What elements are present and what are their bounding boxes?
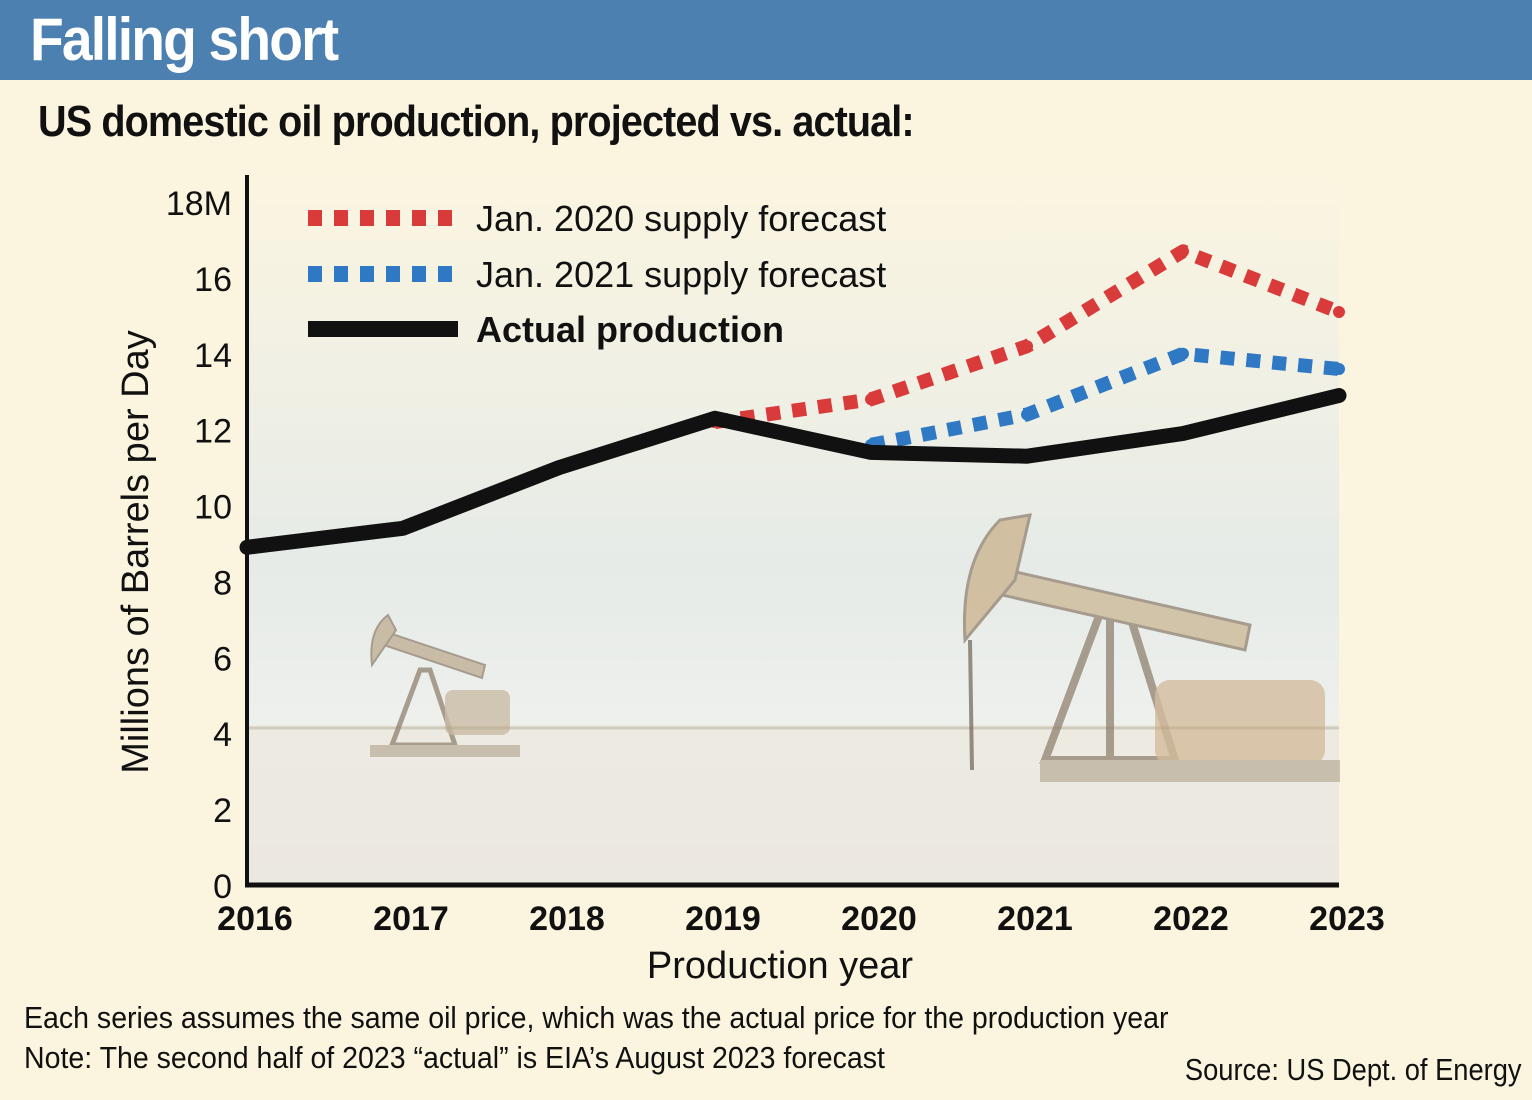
pump-jack-illustration-small [370, 613, 520, 757]
legend-label: Jan. 2021 supply forecast [476, 254, 886, 295]
x-tick-label: 2016 [217, 900, 293, 938]
x-tick-label: 2018 [529, 900, 605, 938]
series-line-actual-production [239, 388, 1347, 555]
data-point [1021, 408, 1033, 421]
y-tick-label: 4 [213, 716, 232, 754]
pump-jack-illustration-large [962, 513, 1340, 782]
data-point [1332, 388, 1346, 403]
y-tick-label: 14 [194, 337, 232, 375]
x-tick-label: 2017 [373, 900, 449, 938]
data-point [1020, 449, 1034, 464]
footnote-2023-forecast: Note: The second half of 2023 “actual” i… [24, 1040, 885, 1075]
y-tick-label: 6 [213, 640, 232, 678]
data-point [240, 540, 254, 555]
data-point [396, 521, 410, 536]
data-point [1177, 347, 1189, 360]
data-point [1176, 426, 1190, 441]
data-point [1333, 362, 1345, 375]
x-tick-label: 2019 [685, 900, 761, 938]
axes: 0 2 4 6 8 10 12 14 16 18M 2016 2017 2018 2019 2020 2021… [115, 175, 1385, 987]
line-chart: 0 2 4 6 8 10 12 14 16 18M 2016 2017 2018 2019 2020 2021… [115, 175, 1385, 987]
y-tick-label: 2 [213, 792, 232, 830]
x-axis-title: Production year [647, 945, 913, 987]
series-line-jan-2021-forecast [869, 346, 1340, 452]
legend-label: Actual production [476, 309, 784, 350]
y-tick-label: 12 [194, 413, 232, 451]
data-point [864, 445, 878, 460]
data-point [1021, 340, 1033, 353]
footnote-price-assumption: Each series assumes the same oil price, … [24, 1000, 1169, 1035]
x-tick-label: 2022 [1153, 900, 1229, 938]
y-tick-label: 16 [194, 261, 232, 299]
y-tick-label: 10 [194, 489, 232, 527]
legend-label: Jan. 2020 supply forecast [476, 198, 886, 239]
y-tick-label: 8 [213, 564, 232, 602]
x-tick-label: 2021 [997, 900, 1073, 938]
chart-title: Falling short [30, 6, 339, 73]
x-tick-label: 2020 [841, 900, 917, 938]
data-point [708, 411, 722, 426]
y-tick-label: 18M [166, 185, 232, 223]
title-banner: Falling short [0, 0, 1532, 80]
source-credit: Source: US Dept. of Energy [1185, 1052, 1522, 1087]
series-layer [239, 244, 1347, 555]
data-point [552, 460, 566, 475]
chart-subtitle: US domestic oil production, projected vs… [38, 97, 915, 146]
y-axis-title: Millions of Barrels per Day [115, 330, 157, 773]
data-point [1333, 306, 1345, 319]
y-tick-label: 0 [213, 868, 232, 906]
legend: Jan. 2020 supply forecast Jan. 2021 suppl… [308, 198, 886, 350]
data-point [1177, 245, 1189, 258]
data-point [865, 393, 877, 406]
x-tick-label: 2023 [1309, 900, 1385, 938]
